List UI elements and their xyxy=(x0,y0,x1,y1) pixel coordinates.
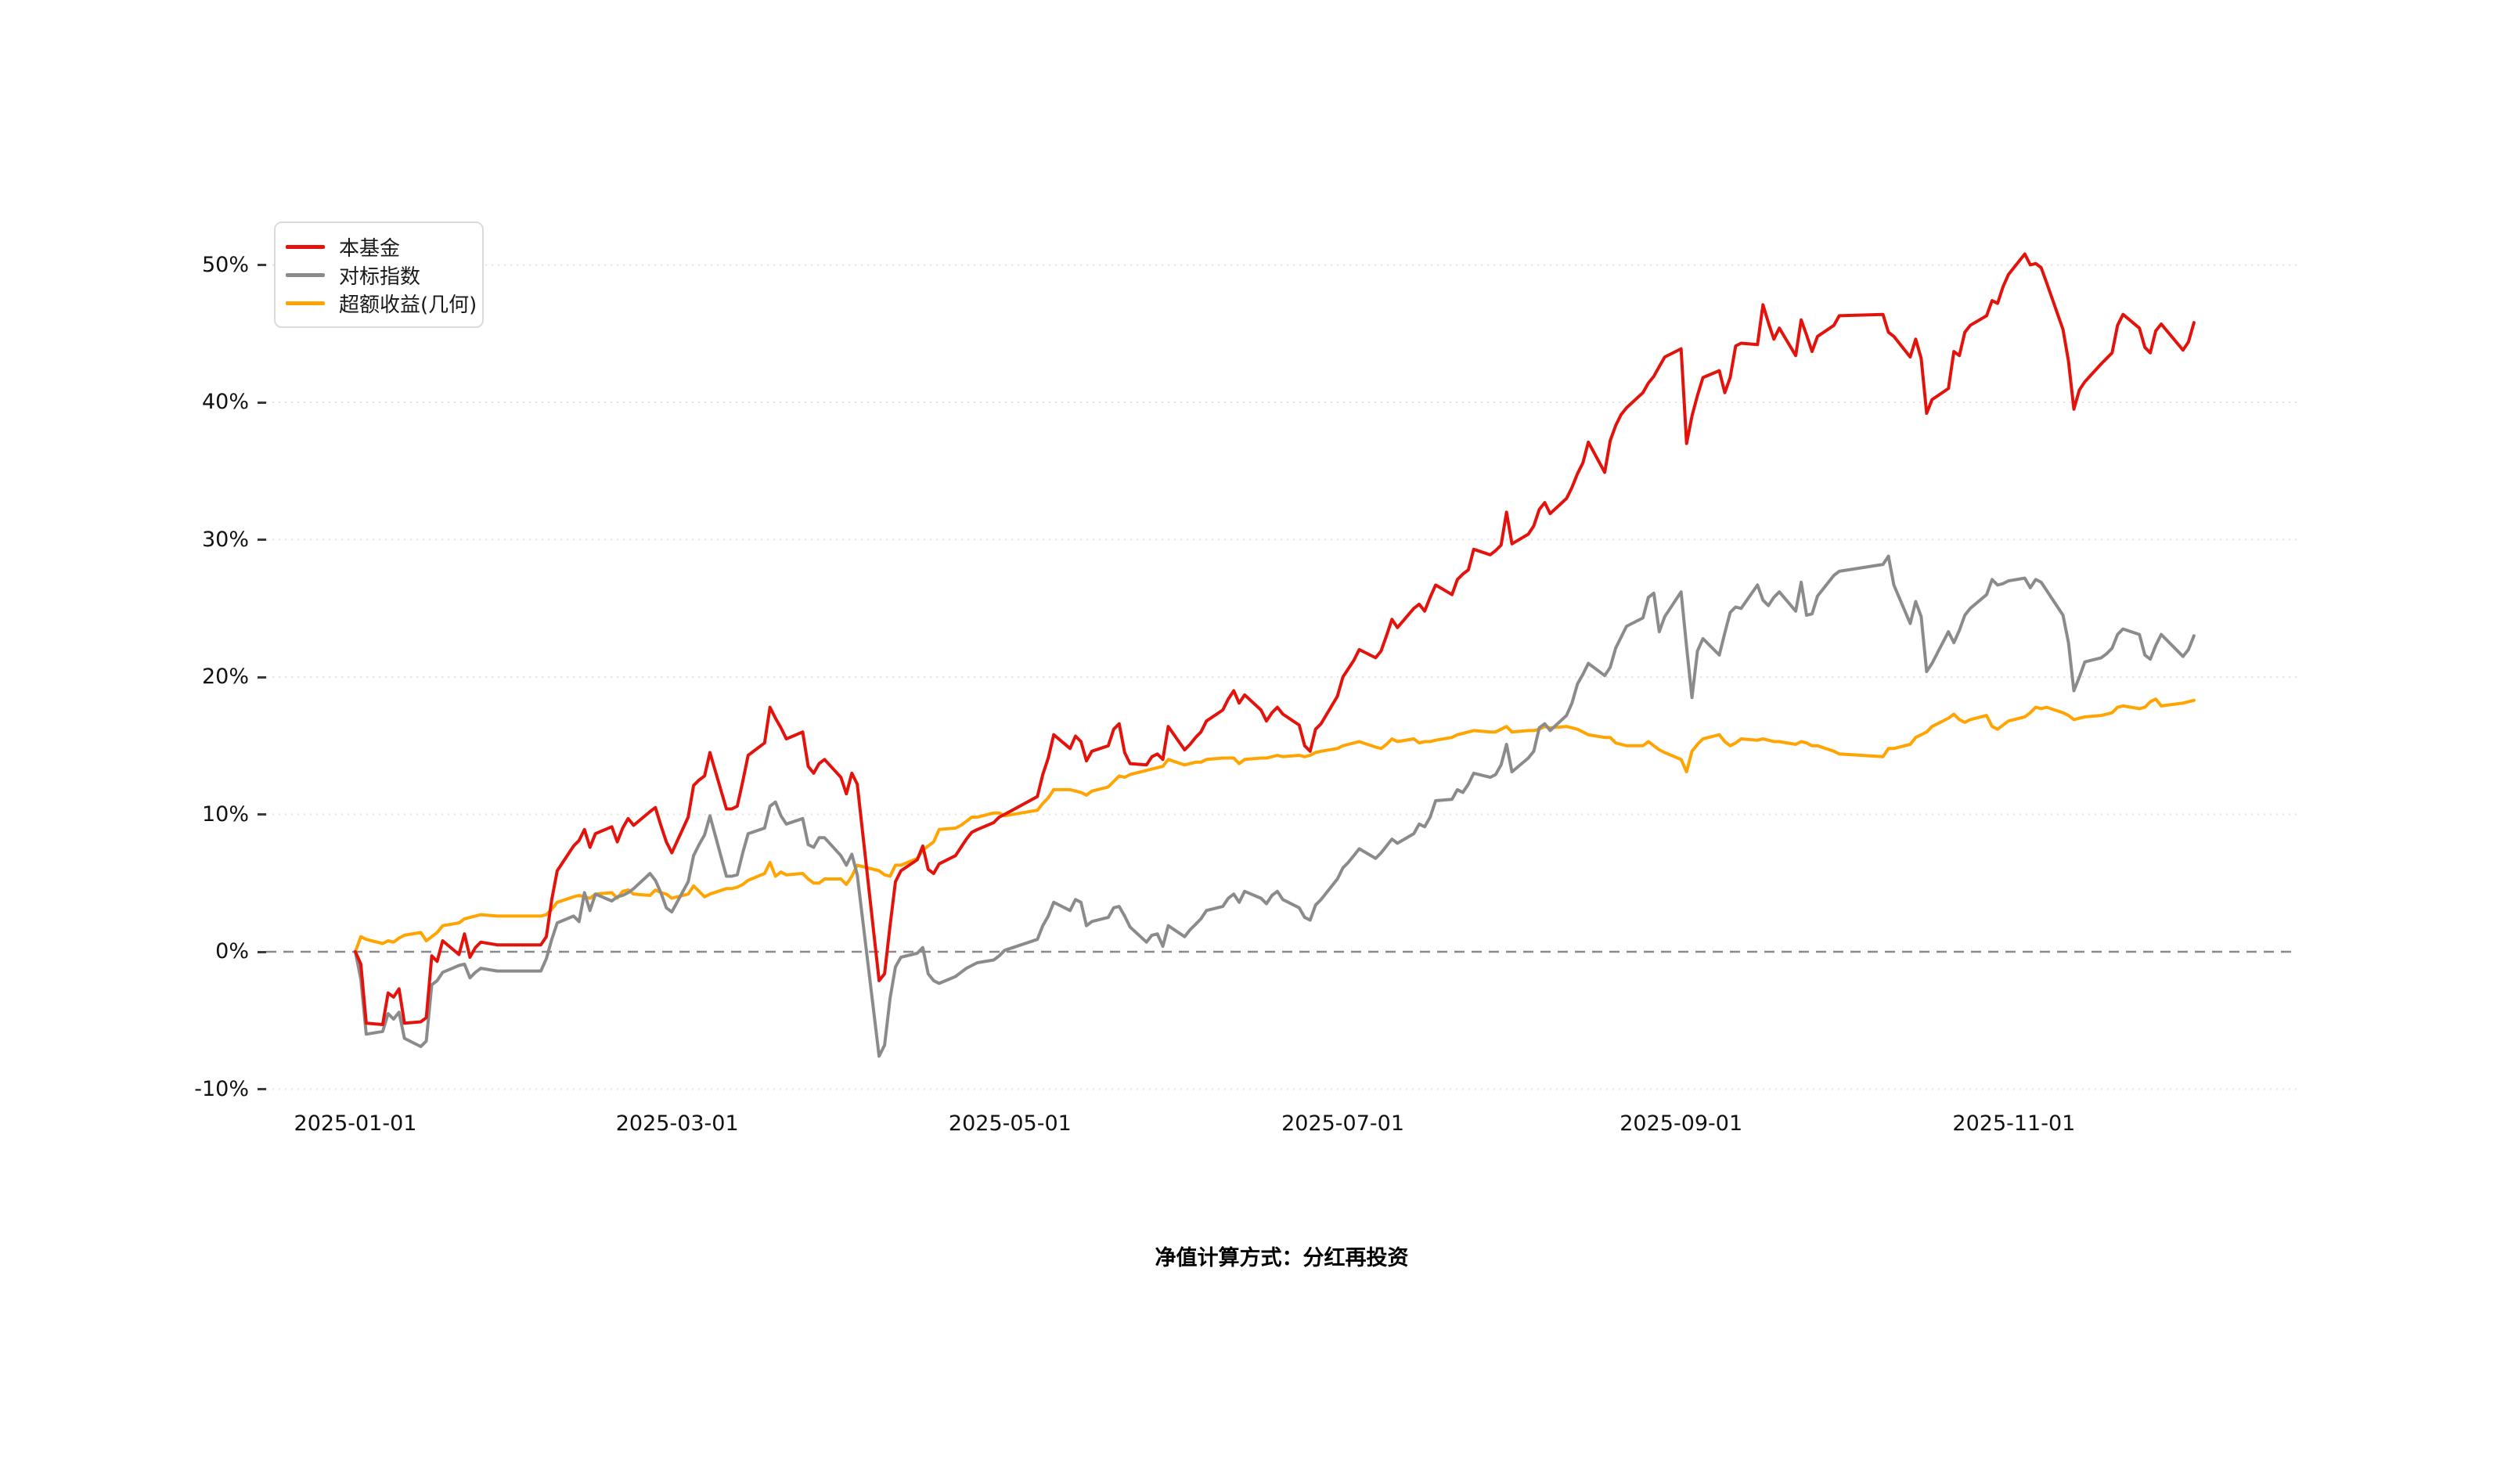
y-axis-tick-40 xyxy=(258,401,266,404)
series-line-excess-return xyxy=(354,697,2196,953)
legend-label-benchmark: 对标指数 xyxy=(339,265,421,289)
y-axis-tick-30 xyxy=(258,538,266,541)
legend-item-fund[interactable]: 本基金 xyxy=(276,232,482,261)
legend-label-excess-return: 超额收益(几何) xyxy=(339,293,477,317)
legend-item-excess-return[interactable]: 超额收益(几何) xyxy=(276,289,482,317)
x-axis-label-2025-09-01: 2025-09-01 xyxy=(1619,1111,1743,1136)
legend-label-fund: 本基金 xyxy=(339,236,401,261)
y-axis-label-10: 10% xyxy=(201,801,249,827)
x-axis-label-2025-01-01: 2025-01-01 xyxy=(294,1111,417,1136)
fund-line-swatch xyxy=(286,244,325,249)
excess-return-line-swatch xyxy=(286,301,325,305)
series-line-benchmark xyxy=(354,554,2196,1058)
y-axis-tick-10 xyxy=(258,813,266,816)
x-axis-label-2025-03-01: 2025-03-01 xyxy=(615,1111,739,1136)
y-axis-tick-20 xyxy=(258,675,266,679)
y-axis-tick-0 xyxy=(258,950,266,953)
legend-item-benchmark[interactable]: 对标指数 xyxy=(276,261,482,289)
y-axis-tick-50 xyxy=(258,264,266,266)
y-axis-label-30: 30% xyxy=(201,527,249,552)
series-line-fund xyxy=(354,252,2196,1026)
chart-legend: 本基金 对标指数 超额收益(几何) xyxy=(274,222,484,328)
y-axis-label-50: 50% xyxy=(201,252,249,277)
x-axis-label-2025-07-01: 2025-07-01 xyxy=(1281,1111,1405,1136)
y-axis-label-0: 0% xyxy=(215,939,249,964)
nav-calculation-note: 净值计算方式：分红再投资 xyxy=(1155,1246,1409,1270)
y-axis-tick--10 xyxy=(258,1088,266,1090)
y-axis-label--10: -10% xyxy=(194,1076,249,1101)
x-axis-label-2025-05-01: 2025-05-01 xyxy=(948,1111,1072,1136)
y-axis-label-40: 40% xyxy=(201,390,249,414)
benchmark-line-swatch xyxy=(286,272,325,277)
y-axis-label-20: 20% xyxy=(201,665,249,689)
x-axis-label-2025-11-01: 2025-11-01 xyxy=(1952,1111,2076,1136)
